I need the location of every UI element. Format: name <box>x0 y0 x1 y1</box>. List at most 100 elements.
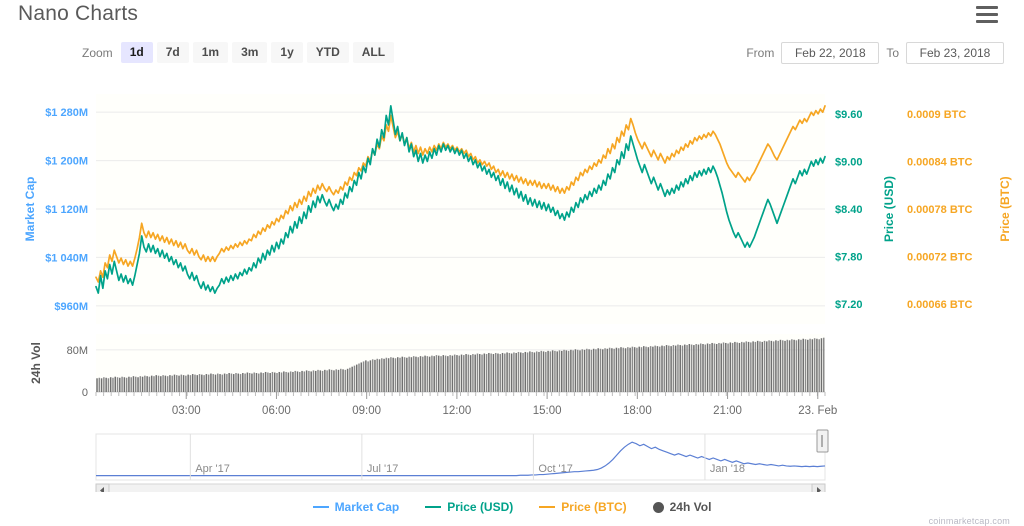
navigator[interactable]: Apr '17 Jul '17 Oct '17 Jan '18 <box>95 429 829 492</box>
hamburger-menu-icon[interactable] <box>976 6 998 23</box>
volume-bar <box>242 373 244 392</box>
volume-bar <box>280 372 283 392</box>
volume-bar <box>761 341 763 392</box>
hamburger-bar <box>976 13 998 16</box>
volume-bar <box>517 351 520 392</box>
app-header: Nano Charts <box>0 0 1024 36</box>
chart-container[interactable]: $960M $1 040M $1 120M $1 200M $1 280M $7.20 $7… <box>0 72 1024 492</box>
volume-bar <box>777 340 779 392</box>
market-cap-tick: $960M <box>54 301 88 313</box>
price-series <box>95 105 826 294</box>
volume-bar <box>504 353 506 392</box>
volume-bar <box>581 349 584 392</box>
volume-bar <box>308 370 310 392</box>
zoom-button-1m[interactable]: 1m <box>192 42 229 63</box>
volume-bar <box>795 340 798 392</box>
zoom-button-all[interactable]: ALL <box>352 42 395 63</box>
legend-label: Market Cap <box>334 500 400 514</box>
volume-bar <box>360 362 363 392</box>
volume-bar <box>768 340 770 392</box>
volume-bar <box>679 345 681 392</box>
volume-bar <box>244 373 246 392</box>
volume-bar <box>725 342 727 392</box>
volume-bar <box>551 350 554 392</box>
volume-bar <box>112 377 114 392</box>
price-btc-tick: 0.0009 BTC <box>907 109 966 121</box>
zoom-button-1d[interactable]: 1d <box>120 42 153 63</box>
volume-bar <box>292 371 294 392</box>
zoom-button-1y[interactable]: 1y <box>271 42 303 63</box>
volume-bar <box>330 369 333 392</box>
volume-bar <box>563 349 565 392</box>
zoom-button-3m[interactable]: 3m <box>232 42 268 63</box>
volume-bar <box>246 372 249 392</box>
stock-chart[interactable]: $960M $1 040M $1 120M $1 200M $1 280M $7.20 $7… <box>0 72 1024 492</box>
volume-bar <box>321 370 324 392</box>
volume-bar <box>451 355 454 392</box>
volume-bar <box>303 371 306 392</box>
zoom-button-7d[interactable]: 7d <box>156 42 189 63</box>
volume-bar <box>264 371 267 392</box>
volume-bar <box>661 345 663 392</box>
range-selector-bar: Zoom 1d 7d 1m 3m 1y YTD ALL From To <box>0 42 1024 68</box>
volume-bar <box>132 376 135 392</box>
price-usd-tick: $9.00 <box>835 156 863 168</box>
volume-bar <box>337 369 340 392</box>
volume-bar <box>640 347 643 392</box>
scroll-right-arrow-icon[interactable] <box>811 483 826 492</box>
volume-bar <box>663 346 666 392</box>
volume-bar <box>734 341 736 392</box>
legend-item-price-usd[interactable]: Price (USD) <box>425 500 513 514</box>
legend-item-24h-vol[interactable]: 24h Vol <box>652 500 711 514</box>
volume-bar <box>365 360 367 392</box>
price-usd-tick: $9.60 <box>835 109 863 121</box>
volume-bar <box>747 341 750 392</box>
volume-bar <box>166 376 169 392</box>
from-date-input[interactable] <box>781 42 880 64</box>
volume-bar <box>381 358 383 392</box>
volume-bar <box>294 370 296 392</box>
volume-bar <box>141 376 144 392</box>
zoom-button-ytd[interactable]: YTD <box>306 42 349 63</box>
volume-bar <box>401 356 404 392</box>
navigator-scrollbar-track[interactable] <box>95 483 826 492</box>
to-date-input[interactable] <box>906 42 1004 64</box>
price-btc-tick: 0.00072 BTC <box>907 252 972 264</box>
volume-bar <box>128 376 130 392</box>
volume-bar <box>353 365 356 392</box>
volume-bar <box>287 372 290 392</box>
legend-item-market-cap[interactable]: Market Cap <box>312 500 400 514</box>
volume-bar <box>419 356 422 392</box>
volume-bar <box>198 374 201 392</box>
volume-bar <box>340 368 342 392</box>
volume-bar <box>624 348 627 392</box>
volume-bar <box>403 357 406 392</box>
volume-bar <box>804 339 807 392</box>
volume-bar <box>706 343 709 392</box>
volume-bar <box>374 359 376 392</box>
navigator-tick-label: Jul '17 <box>367 463 398 475</box>
volume-bar <box>522 352 524 392</box>
watermark: coinmarketcap.com <box>928 516 1010 526</box>
volume-bar <box>791 339 793 392</box>
volume-bar <box>476 353 479 392</box>
volume-bar <box>786 339 789 392</box>
scroll-left-arrow-icon[interactable] <box>95 483 110 492</box>
volume-bar <box>574 349 577 392</box>
volume-bar <box>442 355 445 392</box>
volume-bar <box>715 344 718 392</box>
volume-bar <box>515 352 517 392</box>
volume-bar <box>289 371 292 392</box>
volume-bar <box>417 357 419 392</box>
volume-bar <box>800 339 802 392</box>
volume-bar <box>556 351 558 392</box>
volume-bar <box>153 376 155 392</box>
legend-item-price-btc[interactable]: Price (BTC) <box>539 500 627 514</box>
volume-bar <box>615 347 618 392</box>
volume-bar <box>629 347 631 392</box>
volume-bar <box>232 374 235 392</box>
volume-bar <box>627 347 629 392</box>
scroll-left-arrow-glyph <box>100 487 104 492</box>
volume-bar <box>378 359 381 392</box>
volume-bar <box>435 355 438 392</box>
